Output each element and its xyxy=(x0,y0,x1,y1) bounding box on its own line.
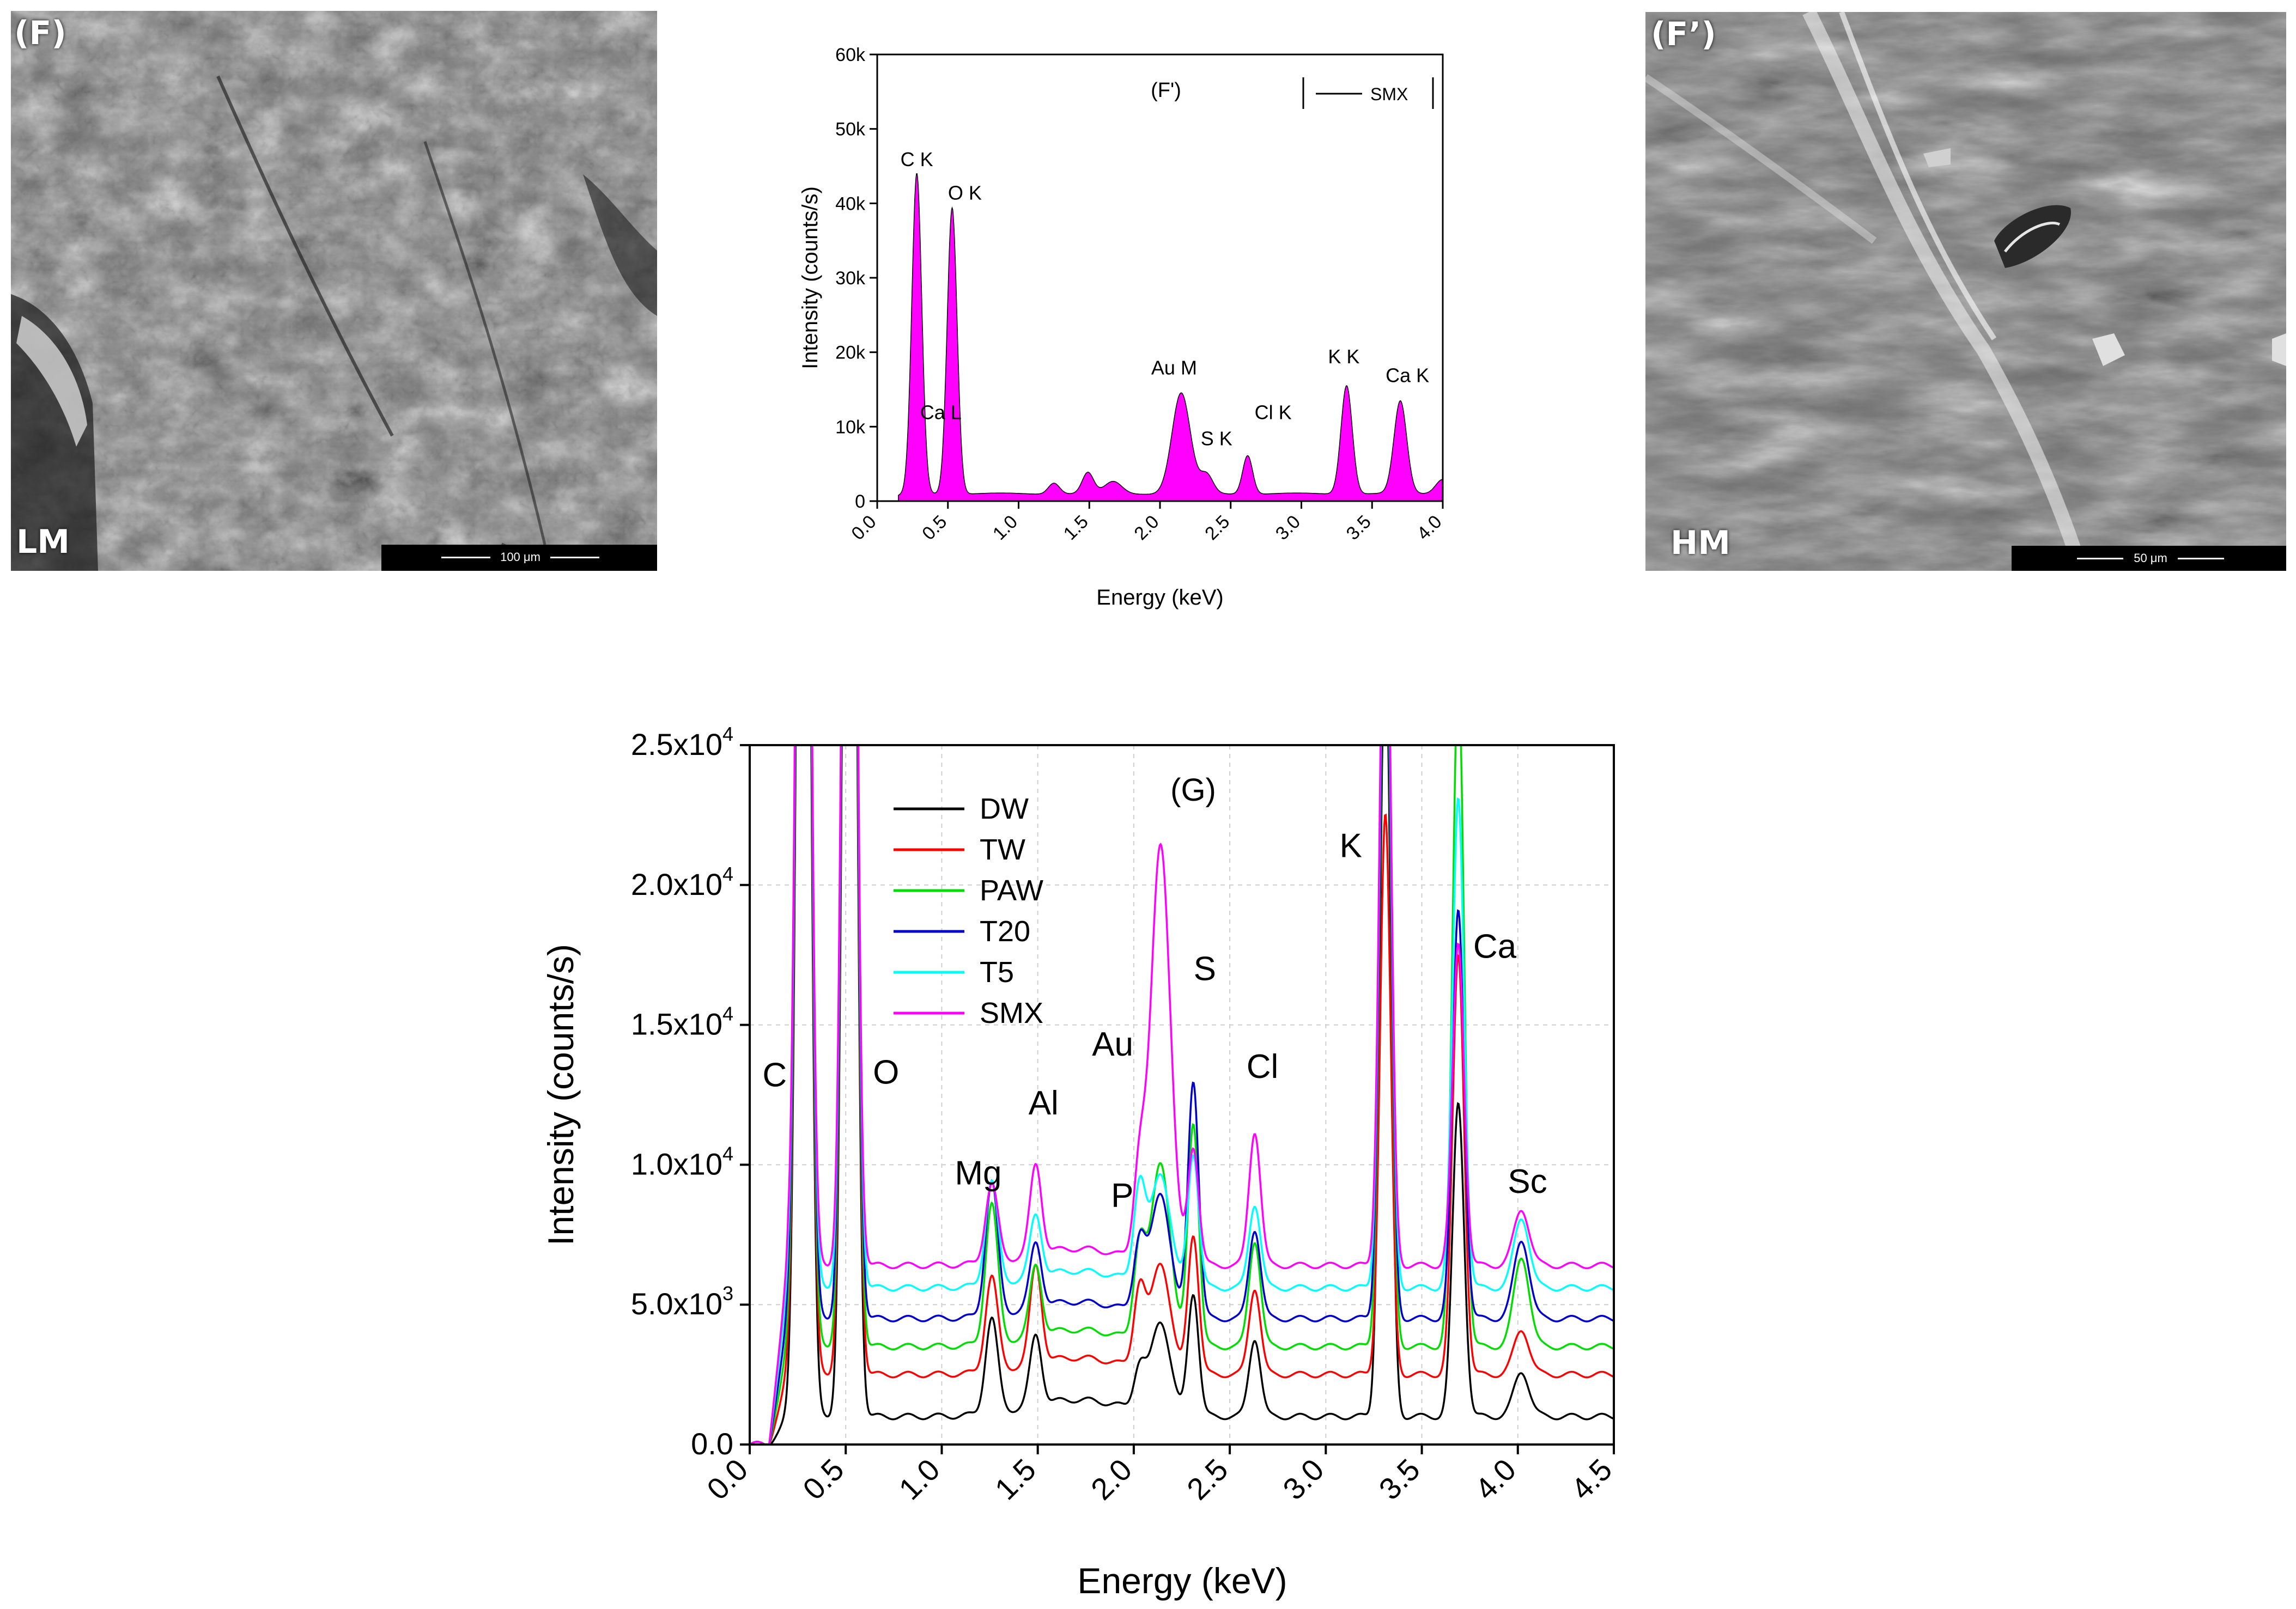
x-axis-label: Energy (keV) xyxy=(1096,586,1223,610)
x-tick-label: 0.5 xyxy=(796,1452,851,1507)
sem-image-high-mag: (F’) HM 50 μm xyxy=(1645,12,2286,571)
peak-annotation: C xyxy=(762,1057,787,1094)
panel-label-f-prime: (F’) xyxy=(1651,15,1716,53)
sem-image-low-mag: (F) LM 100 μm xyxy=(11,11,657,571)
sem-texture-high-mag xyxy=(1645,12,2286,571)
scale-bar: 100 μm xyxy=(381,545,657,571)
magnification-label: LM xyxy=(16,523,70,561)
x-tick-label: 3.5 xyxy=(1343,511,1375,544)
series-line-t20 xyxy=(750,745,1614,1445)
y-tick-label: 1.0x104 xyxy=(631,1142,733,1181)
x-tick-label: 1.5 xyxy=(988,1452,1043,1507)
x-tick-label: 3.0 xyxy=(1276,1452,1331,1507)
legend-label-t5: T5 xyxy=(980,956,1014,989)
x-tick-label: 2.5 xyxy=(1180,1452,1235,1507)
y-tick-label: 5.0x103 xyxy=(631,1282,733,1321)
plot-frame xyxy=(749,744,1615,1446)
peak-annotation: K K xyxy=(1328,345,1359,368)
magnification-label: HM xyxy=(1671,524,1730,562)
x-tick-label: 3.0 xyxy=(1272,511,1304,544)
peak-annotation: O xyxy=(873,1053,899,1091)
y-axis-label: Intensity (counts/s) xyxy=(540,944,581,1246)
peak-annotation: P xyxy=(1111,1177,1133,1214)
peak-annotation: K xyxy=(1339,827,1362,864)
x-tick-label: 4.0 xyxy=(1468,1452,1523,1507)
plot-frame xyxy=(876,53,1444,502)
peak-annotation: S xyxy=(1194,950,1216,988)
y-tick-label: 20k xyxy=(835,343,866,363)
x-tick-label: 1.0 xyxy=(989,511,1022,544)
x-tick-label: 1.0 xyxy=(892,1452,946,1507)
legend-label-dw: DW xyxy=(980,793,1029,825)
peak-annotation: O K xyxy=(948,182,982,204)
legend: DW TW PAW T20 T5 SMX xyxy=(894,793,1043,1029)
legend-label-paw: PAW xyxy=(980,874,1043,907)
y-tick-label: 10k xyxy=(835,417,866,437)
panel-label-f: (F) xyxy=(14,14,66,52)
x-tick-label: 2.0 xyxy=(1084,1452,1139,1507)
panel-label: (G) xyxy=(1170,772,1216,808)
y-tick-label: 2.5x104 xyxy=(631,723,733,761)
y-tick-label: 2.0x104 xyxy=(631,863,733,901)
sem-texture-low-mag xyxy=(11,11,657,571)
peak-annotation: Cl xyxy=(1247,1048,1279,1086)
x-axis-label: Energy (keV) xyxy=(1077,1561,1287,1601)
x-tick-label: 0.0 xyxy=(847,511,880,544)
y-tick-label: 0 xyxy=(855,491,865,512)
peak-annotation: Ca L xyxy=(920,401,962,424)
spectrum-area-smx xyxy=(898,173,1443,502)
peak-annotation: Au M xyxy=(1151,357,1197,379)
scale-bar-label: 100 μm xyxy=(490,550,550,564)
peak-annotation: Au xyxy=(1092,1026,1133,1063)
legend: SMX xyxy=(1302,77,1434,109)
peak-annotation: Al xyxy=(1029,1084,1059,1122)
x-tick-label: 2.0 xyxy=(1130,511,1163,544)
peak-annotation: Cl K xyxy=(1255,401,1292,424)
scale-bar: 50 μm xyxy=(2012,546,2286,571)
legend-label-smx: SMX xyxy=(980,997,1043,1029)
peak-annotation: Mg xyxy=(955,1154,1001,1192)
series-line-dw xyxy=(750,745,1614,1445)
legend-label-t20: T20 xyxy=(980,915,1030,948)
y-tick-label: 1.5x104 xyxy=(631,1003,733,1041)
legend-label-tw: TW xyxy=(980,833,1025,866)
y-tick-label: 0.0 xyxy=(691,1427,733,1461)
x-tick-label: 3.5 xyxy=(1372,1452,1426,1507)
edx-spectra-comparison: 0.0 0.5 1.0 1.5 2.0 2.5 3.0 3.5 4.0 4.5 0.05.0x10… xyxy=(540,723,1619,1601)
peak-annotation: Ca xyxy=(1473,928,1517,965)
peak-annotation: S K xyxy=(1201,428,1232,450)
x-tick-label: 4.0 xyxy=(1413,511,1445,544)
peak-annotation: Sc xyxy=(1508,1163,1547,1200)
x-tick-label: 1.5 xyxy=(1060,511,1092,544)
x-tick-label: 0.5 xyxy=(918,511,951,544)
peak-annotation: Ca K xyxy=(1386,364,1429,386)
series-line-tw xyxy=(750,745,1614,1445)
peak-annotation: C K xyxy=(901,148,933,170)
panel-label: (F') xyxy=(1151,79,1181,102)
scale-bar-label: 50 μm xyxy=(2123,551,2178,565)
legend-label-smx: SMX xyxy=(1370,84,1408,104)
x-tick-label: 2.5 xyxy=(1201,511,1234,544)
y-axis-label: Intensity (counts/s) xyxy=(798,186,822,369)
series-line-smx xyxy=(750,745,1614,1445)
y-tick-label: 60k xyxy=(835,45,866,65)
y-tick-label: 30k xyxy=(835,268,866,289)
x-tick-label: 4.5 xyxy=(1564,1452,1619,1507)
edx-spectrum-f-prime: 0.0 0.5 1.0 1.5 2.0 2.5 3.0 3.5 4.0 0 10k 20k 30k 40… xyxy=(798,45,1446,610)
y-tick-label: 40k xyxy=(835,193,866,214)
y-tick-label: 50k xyxy=(835,119,866,140)
